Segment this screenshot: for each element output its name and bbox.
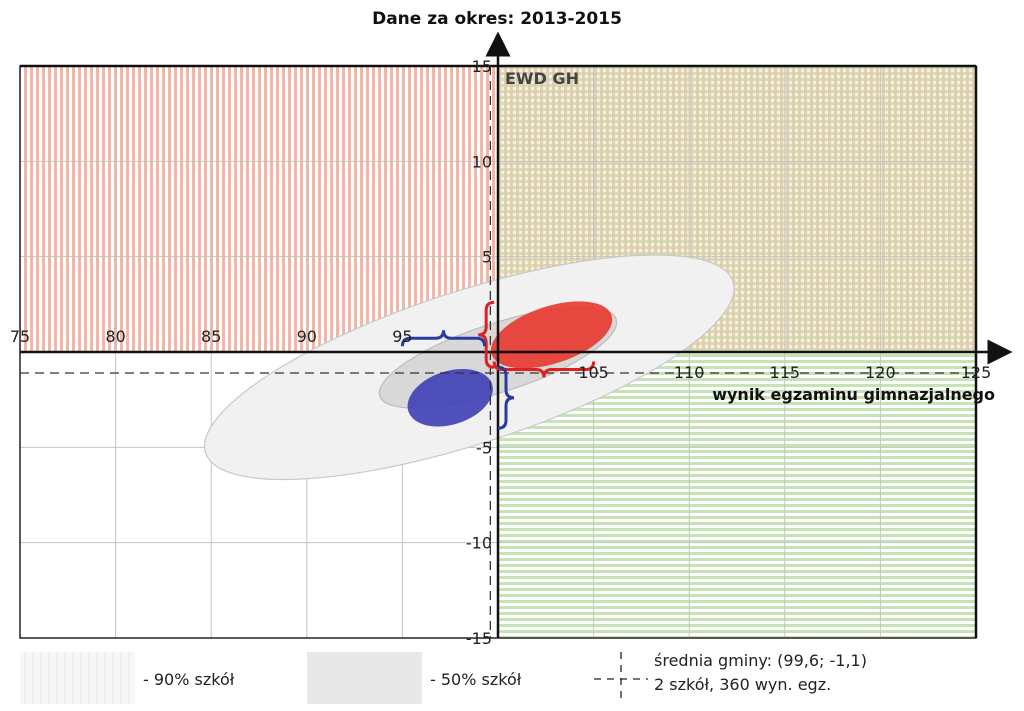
x-tick-label: 80 <box>105 327 125 346</box>
x-tick-label: 105 <box>578 363 609 382</box>
ellipse-school-blue <box>407 368 493 427</box>
x-tick-label: 115 <box>770 363 801 382</box>
bracket-blue-y <box>497 365 515 430</box>
x-tick-label: 90 <box>297 327 317 346</box>
legend-count-text: 2 szkół, 360 wyn. egz. <box>654 675 831 694</box>
reference-lines <box>20 66 976 638</box>
x-tick-label: 85 <box>201 327 221 346</box>
y-axis-label: EWD GH <box>505 69 579 88</box>
x-axis-label: wynik egzaminu gimnazjalnego <box>712 385 995 404</box>
confidence-brackets <box>400 300 596 430</box>
x-tick-label: 125 <box>961 363 992 382</box>
bracket-red-x <box>492 361 596 378</box>
x-tick-label: 75 <box>10 327 30 346</box>
bracket-blue-x <box>400 330 487 347</box>
y-tick-label: -15 <box>466 629 492 648</box>
legend-mean-text: średnia gminy: (99,6; -1,1) <box>654 651 867 670</box>
y-tick-label: -5 <box>476 438 492 457</box>
legend-swatch-90 <box>20 652 135 704</box>
bracket-red-y <box>478 300 495 369</box>
y-tick-label: -10 <box>466 534 492 553</box>
y-tick-label: 10 <box>472 152 492 171</box>
legend-label-50: - 50% szkół <box>430 670 522 689</box>
y-tick-label: 5 <box>482 248 492 267</box>
legend-label-90: - 90% szkół <box>143 670 235 689</box>
x-tick-label: 110 <box>674 363 705 382</box>
x-tick-label: 120 <box>865 363 896 382</box>
y-tick-label: 15 <box>472 57 492 76</box>
axes <box>20 31 1013 638</box>
tick-labels: 75 80 85 90 95 105 110 115 120 125 -15 -10 -5 5 10 15 <box>10 57 991 648</box>
legend-swatch-50 <box>307 652 422 704</box>
legend: - 90% szkół - 50% szkół średnia gminy: (… <box>20 651 867 704</box>
chart-title: Dane za okres: 2013-2015 <box>372 9 622 29</box>
x-tick-label: 95 <box>392 327 412 346</box>
